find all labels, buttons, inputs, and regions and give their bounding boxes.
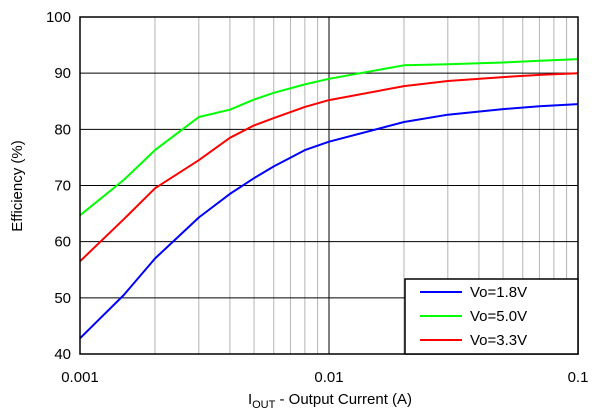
y-tick-label: 60: [54, 234, 71, 251]
x-tick-label: 0.01: [314, 369, 343, 386]
y-tick-label: 80: [54, 121, 71, 138]
legend-label: Vo=3.3V: [470, 332, 527, 349]
plot-frame: [79, 16, 579, 355]
y-tick-label: 100: [46, 9, 71, 26]
x-axis-label: IOUT - Output Current (A): [248, 391, 412, 408]
series-line-vo-5-0v: [79, 58, 579, 217]
y-tick-labels: 40 50 60 70 80 90 100: [46, 9, 71, 363]
legend-label: Vo=1.8V: [470, 284, 527, 301]
series-lines: [79, 58, 579, 340]
x-tick-labels: 0.001 0.01 0.1: [61, 369, 588, 386]
legend: Vo=1.8V Vo=5.0V Vo=3.3V: [404, 278, 579, 355]
x-axis-label-rest: - Output Current (A): [275, 391, 412, 408]
legend-label: Vo=5.0V: [470, 308, 527, 325]
series-line-vo-1-8v: [79, 103, 579, 340]
y-tick-label: 90: [54, 65, 71, 82]
y-tick-label: 40: [54, 346, 71, 363]
x-axis-label-subscript: OUT: [252, 399, 276, 408]
y-tick-label: 50: [54, 290, 71, 307]
series-line-vo-3-3v: [79, 72, 579, 263]
x-tick-label: 0.001: [61, 369, 99, 386]
y-axis-label: Efficiency (%): [9, 140, 26, 231]
x-axis-label-main: I: [248, 391, 252, 408]
x-tick-label: 0.1: [568, 369, 589, 386]
y-tick-label: 70: [54, 178, 71, 195]
